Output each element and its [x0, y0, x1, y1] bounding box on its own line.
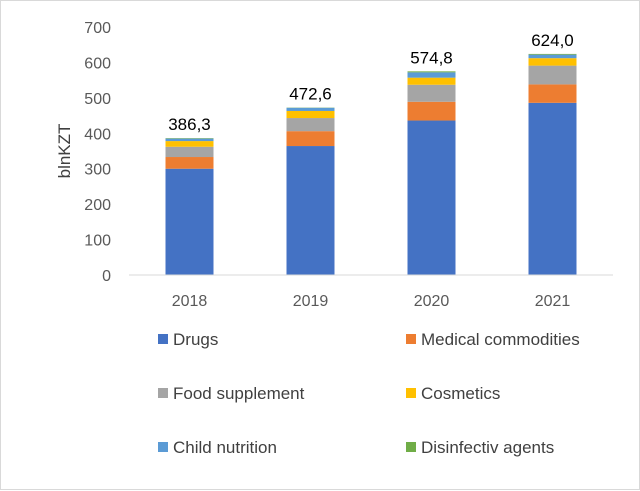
- bar-segment-child-nutrition-2020: [408, 72, 456, 77]
- legend-item-disinfectiv-agents: Disinfectiv agents: [406, 438, 554, 457]
- x-tick-label: 2019: [293, 293, 329, 310]
- legend-item-child-nutrition: Child nutrition: [158, 438, 277, 457]
- legend-swatch: [406, 334, 416, 344]
- bar-segment-medical-commodities-2020: [408, 102, 456, 121]
- y-tick-label: 700: [84, 20, 111, 37]
- y-axis-label: blnKZT: [55, 124, 74, 179]
- bar-segment-food-supplement-2020: [408, 85, 456, 102]
- legend-item-medical-commodities: Medical commodities: [406, 330, 580, 349]
- bar-segment-drugs-2021: [529, 103, 577, 275]
- y-tick-label: 600: [84, 55, 111, 72]
- legend-item-cosmetics: Cosmetics: [406, 384, 500, 403]
- bar-segment-disinfectiv-agents-2020: [408, 71, 456, 72]
- bar-segment-medical-commodities-2021: [529, 84, 577, 102]
- bar-segment-food-supplement-2021: [529, 66, 577, 85]
- legend-swatch: [158, 442, 168, 452]
- legend-swatch: [158, 388, 168, 398]
- bar-segment-child-nutrition-2021: [529, 55, 577, 59]
- bar-segment-drugs-2020: [408, 121, 456, 275]
- x-tick-label: 2020: [414, 293, 450, 310]
- total-data-label: 624,0: [531, 31, 574, 50]
- bar-segment-child-nutrition-2018: [166, 139, 214, 141]
- y-tick-label: 500: [84, 91, 111, 108]
- total-data-label: 574,8: [410, 48, 453, 67]
- bar-segment-cosmetics-2020: [408, 78, 456, 85]
- x-tick-label: 2018: [172, 293, 208, 310]
- bar-segment-child-nutrition-2019: [287, 108, 335, 111]
- legend-label: Drugs: [173, 330, 218, 349]
- x-tick-label: 2021: [535, 293, 571, 310]
- bar-segment-cosmetics-2021: [529, 58, 577, 65]
- total-data-label: 386,3: [168, 115, 211, 134]
- bar-segment-cosmetics-2019: [287, 111, 335, 118]
- bar-segment-food-supplement-2018: [166, 147, 214, 157]
- bar-segment-disinfectiv-agents-2021: [529, 54, 577, 55]
- legend-item-food-supplement: Food supplement: [158, 384, 305, 403]
- legend-swatch: [158, 334, 168, 344]
- bar-segment-drugs-2018: [166, 169, 214, 275]
- legend-label: Medical commodities: [421, 330, 580, 349]
- total-data-label: 472,6: [289, 85, 332, 104]
- bar-segment-food-supplement-2019: [287, 118, 335, 131]
- y-tick-label: 100: [84, 233, 111, 250]
- bar-segment-medical-commodities-2019: [287, 131, 335, 146]
- legend-swatch: [406, 442, 416, 452]
- legend-label: Cosmetics: [421, 384, 500, 403]
- y-tick-label: 200: [84, 197, 111, 214]
- bar-segment-drugs-2019: [287, 146, 335, 275]
- legend-label: Food supplement: [173, 384, 305, 403]
- y-tick-label: 300: [84, 162, 111, 179]
- bar-segment-cosmetics-2018: [166, 141, 214, 147]
- legend-swatch: [406, 388, 416, 398]
- bar-segment-medical-commodities-2018: [166, 157, 214, 169]
- y-tick-label: 0: [102, 268, 111, 285]
- y-tick-label: 400: [84, 126, 111, 143]
- legend-label: Disinfectiv agents: [421, 438, 554, 457]
- legend-item-drugs: Drugs: [158, 330, 218, 349]
- legend-label: Child nutrition: [173, 438, 277, 457]
